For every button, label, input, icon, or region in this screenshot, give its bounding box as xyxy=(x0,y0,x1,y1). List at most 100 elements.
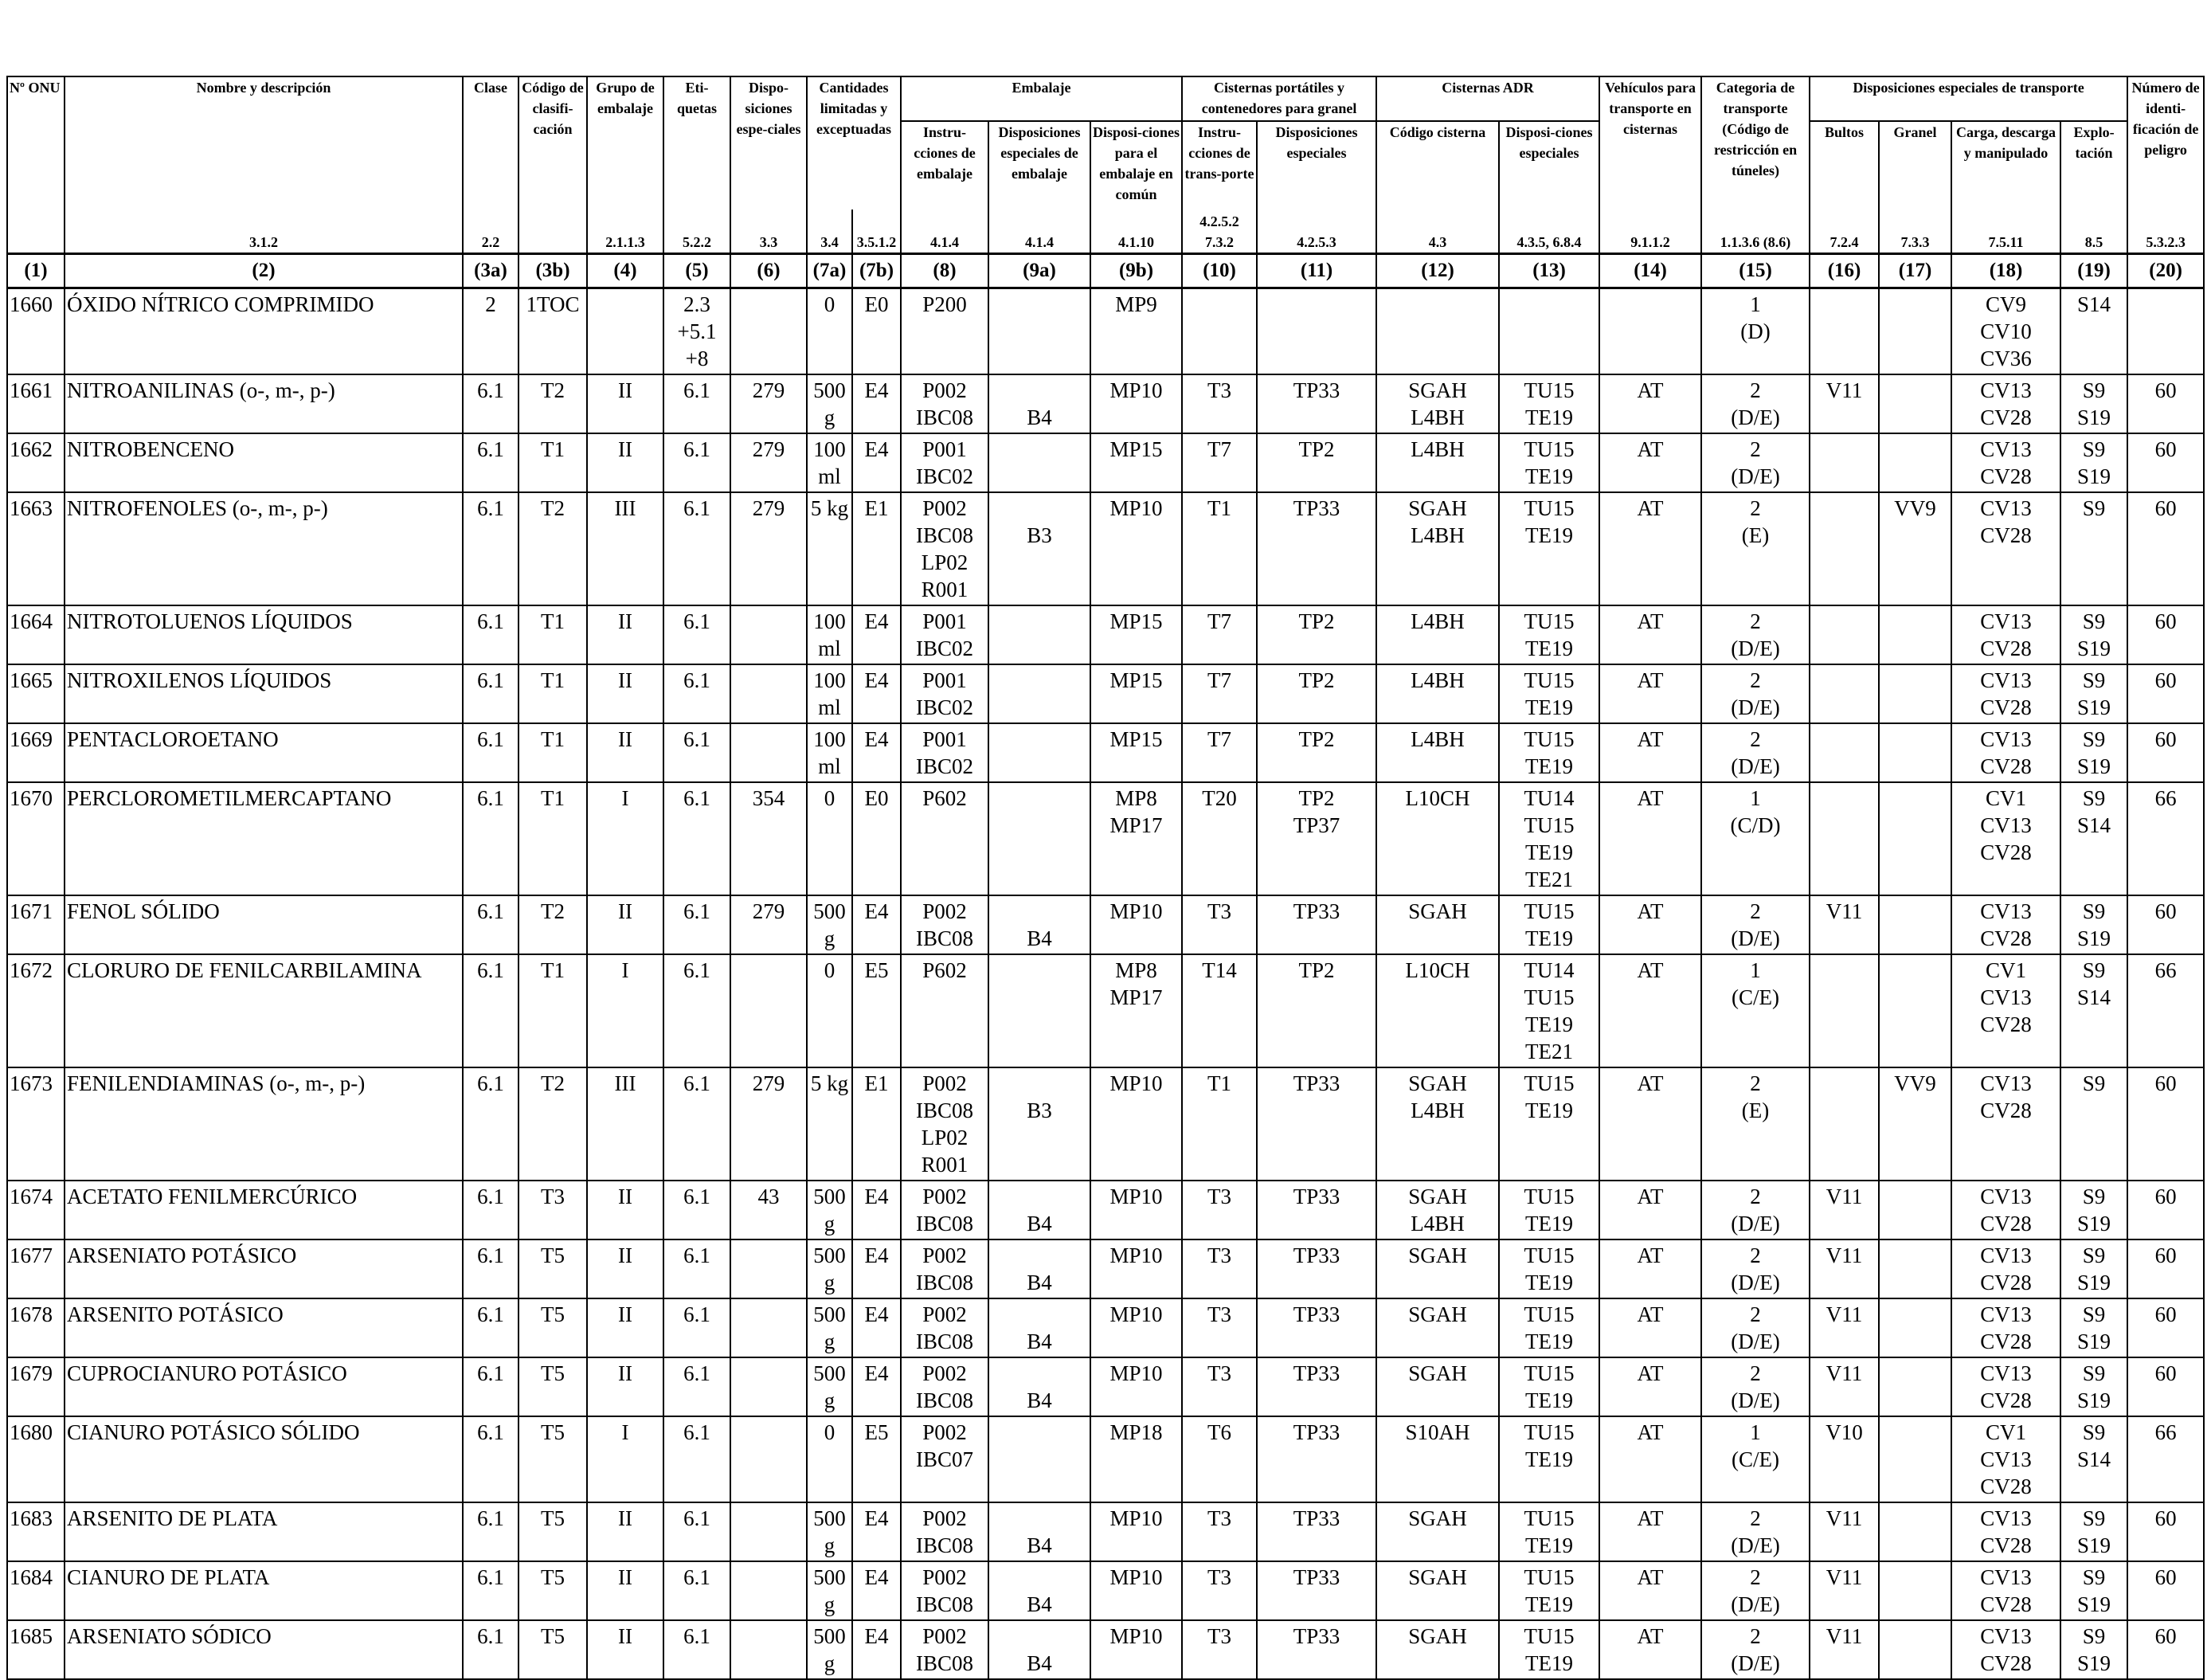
table-cell: T20 xyxy=(1181,781,1258,896)
table-cell: 6.1 xyxy=(462,1619,519,1680)
header-column-number: (9a) xyxy=(988,253,1091,289)
cell-line: IBC08 xyxy=(915,1271,973,1294)
cell-line: S14 xyxy=(2077,1447,2111,1471)
table-cell: 60 xyxy=(2127,1239,2205,1299)
table-cell: T3 xyxy=(1181,1357,1258,1417)
substance-name-cell: ARSENIATO POTÁSICO xyxy=(64,1239,464,1299)
table-cell: E4 xyxy=(851,374,902,434)
table-cell: CV13 CV28 xyxy=(1951,1502,2062,1562)
cell-line: S19 xyxy=(2077,1388,2111,1412)
table-cell: TP2 xyxy=(1256,605,1378,665)
header-column-number: (17) xyxy=(1878,253,1953,289)
header-adr-codigo: Código cisterna xyxy=(1376,120,1501,210)
table-cell: CV13 CV28 xyxy=(1951,723,2062,783)
header-ref-cell xyxy=(518,210,588,255)
table-cell xyxy=(1878,723,1953,783)
header-column-number: (13) xyxy=(1498,253,1601,289)
table-cell: 0 xyxy=(806,954,853,1068)
cell-line: B4 xyxy=(1027,405,1052,429)
table-cell: MP10 xyxy=(1089,1067,1184,1181)
table-cell: TP33 xyxy=(1256,1298,1378,1358)
header-embalaje: Embalaje xyxy=(899,76,1184,122)
table-cell: T14 xyxy=(1181,954,1258,1068)
cell-line: CV13 xyxy=(1980,1361,2032,1385)
table-cell: TU15 TE19 xyxy=(1498,1180,1601,1240)
table-cell: T6 xyxy=(1181,1416,1258,1503)
cell-line: 1 xyxy=(1750,958,1761,982)
table-cell: II xyxy=(586,1298,664,1358)
table-cell: III xyxy=(586,1067,664,1181)
table-cell: P602 xyxy=(900,954,989,1068)
table-cell: E4 xyxy=(851,1239,902,1299)
cell-line: 500 xyxy=(813,378,846,402)
cell-line: TU15 xyxy=(1524,668,1575,692)
cell-line: TE19 xyxy=(1525,754,1574,778)
table-cell: S9 S14 xyxy=(2060,781,2129,896)
cell-line: TE21 xyxy=(1525,867,1574,891)
table-cell: III xyxy=(586,491,664,606)
header-ref-cell: 7.2.4 xyxy=(1809,210,1880,255)
table-cell: S9 S19 xyxy=(2060,1357,2129,1417)
cell-line: S9 xyxy=(2082,668,2106,692)
table-cell: 100 ml xyxy=(806,605,853,665)
table-cell: TP2 xyxy=(1256,664,1378,724)
cell-line: MP17 xyxy=(1109,985,1163,1009)
table-cell: AT xyxy=(1599,1180,1703,1240)
table-cell: 2 (D/E) xyxy=(1700,1561,1811,1621)
cell-line: IBC02 xyxy=(915,695,973,719)
cell-line: 2 xyxy=(1750,1302,1761,1326)
un-number-cell: 1684 xyxy=(6,1561,65,1621)
table-cell: 100 ml xyxy=(806,433,853,493)
table-cell: 0 xyxy=(806,287,853,375)
table-cell: 6.1 xyxy=(462,1298,519,1358)
cell-line: CV28 xyxy=(1980,840,2032,864)
table-cell: 60 xyxy=(2127,723,2205,783)
table-cell: 2 xyxy=(462,287,519,375)
header-row-references: 3.1.2 2.2 2.1.1.3 5.2.2 3.3 3.4 3.5.1.2 4.1.4 4.… xyxy=(6,210,2205,255)
header-granel: Granel xyxy=(1878,120,1953,210)
header-ref-cell xyxy=(6,210,65,255)
cell-line: 2 xyxy=(1750,1243,1761,1267)
cell-line: S9 xyxy=(2082,786,2106,810)
header-emb-disp: Disposiciones especiales de embalaje xyxy=(988,120,1091,210)
header-column-number: (11) xyxy=(1256,253,1378,289)
table-cell: 5 kg xyxy=(806,491,853,606)
cell-line: TU15 xyxy=(1524,1071,1575,1095)
cell-line: (D/E) xyxy=(1731,405,1780,429)
table-cell: TU15 TE19 xyxy=(1498,664,1601,724)
table-cell: 279 xyxy=(730,374,808,434)
table-cell: II xyxy=(586,1502,664,1562)
cell-line: 2 xyxy=(1750,496,1761,520)
cell-line xyxy=(991,1564,1088,1591)
table-cell: 60 xyxy=(2127,1502,2205,1562)
cell-line: CV28 xyxy=(1980,636,2032,660)
table-cell: II xyxy=(586,1561,664,1621)
table-cell: TU15 TE19 xyxy=(1498,1502,1601,1562)
cell-line: CV1 xyxy=(1986,958,2027,982)
header-column-number: (3a) xyxy=(462,253,519,289)
table-cell: S9 S19 xyxy=(2060,433,2129,493)
table-row: 1663 NITROFENOLES (o-, m-, p-) 6.1 T2 III 6.1… xyxy=(6,491,2205,606)
header-ref-cell: 7.5.11 xyxy=(1951,210,2062,255)
header-cp-instr: Instru-cciones de trans-porte xyxy=(1181,120,1258,210)
table-cell: TP33 xyxy=(1256,1357,1378,1417)
un-number-cell: 1672 xyxy=(6,954,65,1068)
table-cell: E0 xyxy=(851,287,902,375)
table-cell: E0 xyxy=(851,781,902,896)
table-cell: 1 (C/E) xyxy=(1700,1416,1811,1503)
table-cell: AT xyxy=(1599,1067,1703,1181)
table-cell: L4BH xyxy=(1376,664,1501,724)
un-number-cell: 1674 xyxy=(6,1180,65,1240)
table-cell: 6.1 xyxy=(462,1561,519,1621)
cell-line: 2 xyxy=(1750,727,1761,751)
un-number-cell: 1663 xyxy=(6,491,65,606)
cell-line: TU15 xyxy=(1524,1420,1575,1444)
table-cell: T5 xyxy=(518,1298,588,1358)
table-cell: CV1 CV13 CV28 xyxy=(1951,1416,2062,1503)
table-cell xyxy=(1878,781,1953,896)
table-cell xyxy=(1878,1180,1953,1240)
table-cell: TP33 xyxy=(1256,374,1378,434)
table-cell: MP10 xyxy=(1089,1357,1184,1417)
table-cell: TU15 TE19 xyxy=(1498,895,1601,955)
table-cell: L4BH xyxy=(1376,433,1501,493)
